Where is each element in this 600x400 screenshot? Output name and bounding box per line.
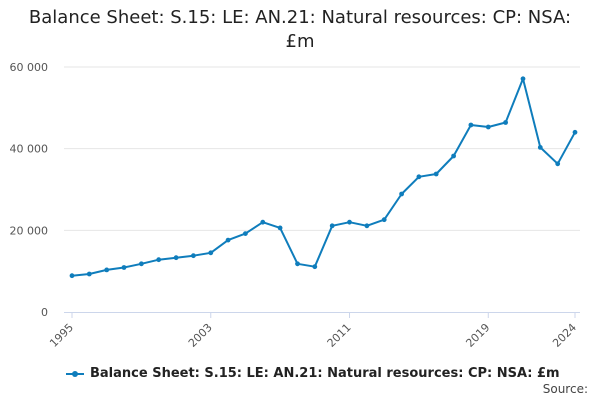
series-layer — [69, 76, 578, 279]
data-point[interactable] — [347, 219, 352, 225]
data-point[interactable] — [173, 255, 179, 261]
data-point[interactable] — [225, 237, 231, 243]
y-tick-label: 20 000 — [10, 224, 49, 237]
x-tick-label: 2024 — [550, 321, 579, 350]
data-point[interactable] — [277, 225, 283, 231]
x-tick-label: 1995 — [47, 321, 76, 350]
data-point[interactable] — [139, 261, 144, 267]
data-point[interactable] — [86, 271, 92, 277]
legend-label: Balance Sheet: S.15: LE: AN.21: Natural … — [90, 366, 560, 381]
data-point[interactable] — [399, 191, 404, 197]
x-axis — [64, 312, 580, 318]
data-point[interactable] — [572, 129, 578, 135]
data-point[interactable] — [69, 273, 75, 279]
data-point[interactable] — [208, 250, 214, 256]
y-tick-label: 60 000 — [10, 61, 49, 74]
legend[interactable]: Balance Sheet: S.15: LE: AN.21: Natural … — [66, 366, 560, 381]
data-point[interactable] — [381, 217, 387, 223]
data-point[interactable] — [156, 257, 162, 263]
x-tick-label: 2019 — [463, 321, 492, 350]
legend-line-marker-icon — [66, 369, 84, 379]
data-point[interactable] — [468, 122, 474, 128]
data-point[interactable] — [104, 267, 110, 273]
y-tick-label: 0 — [41, 306, 48, 319]
x-tick-label: 2003 — [186, 321, 215, 350]
y-tick-label: 40 000 — [10, 143, 49, 156]
data-point[interactable] — [537, 145, 543, 150]
data-point[interactable] — [520, 76, 526, 82]
data-point[interactable] — [555, 161, 561, 167]
data-point[interactable] — [433, 171, 439, 177]
data-point[interactable] — [485, 124, 491, 130]
data-point[interactable] — [243, 231, 248, 237]
data-point[interactable] — [260, 219, 266, 225]
x-axis-tick-labels: 1995 2003 2011 2019 2024 — [47, 321, 579, 350]
data-point[interactable] — [503, 120, 508, 125]
chart-title: Balance Sheet: S.15: LE: AN.21: Natural … — [28, 7, 572, 52]
data-point[interactable] — [329, 223, 335, 229]
data-point[interactable] — [416, 174, 422, 180]
data-point[interactable] — [295, 261, 300, 267]
series-line — [71, 77, 576, 277]
y-axis-tick-labels: 0 20 000 40 000 60 000 — [10, 61, 49, 319]
gridlines — [64, 66, 580, 231]
data-point[interactable] — [364, 223, 370, 229]
x-tick-label: 2011 — [325, 321, 354, 350]
data-point[interactable] — [191, 253, 196, 259]
data-point[interactable] — [121, 265, 127, 270]
source-label: Source: — [542, 382, 588, 396]
data-point[interactable] — [451, 153, 456, 159]
data-point[interactable] — [312, 264, 318, 270]
